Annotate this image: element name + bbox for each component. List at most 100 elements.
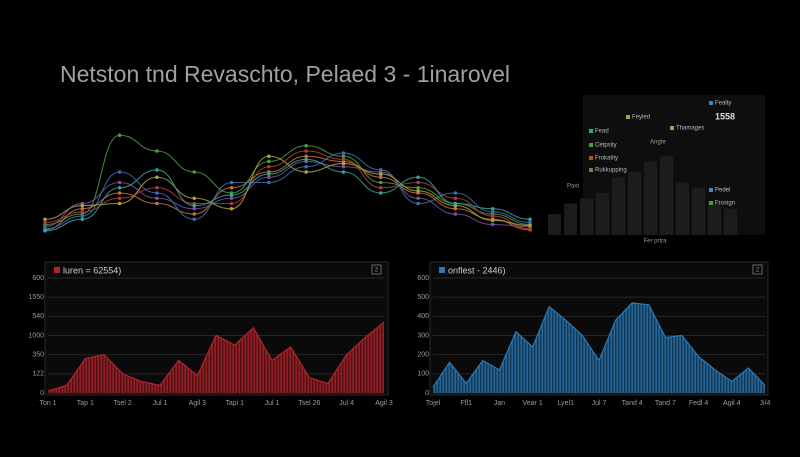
bar (644, 161, 657, 235)
point (267, 175, 271, 180)
point (267, 172, 271, 176)
legend-swatch (589, 156, 593, 160)
panel (583, 95, 765, 235)
bar (708, 203, 721, 235)
legend-swatch (709, 201, 713, 205)
point (229, 196, 234, 201)
point (117, 191, 122, 195)
point (229, 193, 234, 197)
point (528, 223, 532, 228)
point (304, 170, 308, 174)
point (304, 154, 308, 159)
x-tick-label: Fedl 4 (689, 400, 709, 407)
bar (596, 193, 609, 235)
x-tick-label: Agil 3 (189, 400, 207, 407)
x-axis-label: Fer prtra (643, 239, 667, 245)
x-tick-label: Vear 1 (522, 400, 542, 407)
y-tick-label: 1550 (28, 294, 44, 301)
point (80, 214, 85, 218)
legend-label: Fealty (715, 101, 731, 107)
point (80, 206, 85, 211)
legend-swatch (589, 143, 593, 147)
point (117, 180, 122, 185)
bar (660, 156, 673, 235)
annotation: 1558 (715, 111, 735, 121)
point (304, 164, 308, 169)
badge: 2 (756, 268, 760, 274)
point (192, 217, 197, 222)
point (453, 201, 458, 206)
point (528, 220, 532, 225)
y-tick-label: 500 (417, 294, 429, 301)
point (267, 159, 271, 164)
point (453, 196, 458, 201)
bar (580, 198, 593, 235)
point (155, 185, 159, 190)
x-tick-label: Tapi 1 (225, 400, 244, 407)
y-tick-label: 400 (417, 313, 429, 320)
y-tick-label: 122 (32, 371, 44, 378)
legend-swatch (54, 267, 60, 273)
area-hatch (48, 322, 384, 393)
point (453, 206, 458, 211)
point (267, 164, 271, 169)
x-tick-label: Agil 4 (723, 400, 741, 407)
point (378, 175, 383, 180)
point (155, 191, 159, 195)
point (192, 196, 197, 201)
point (267, 180, 271, 185)
x-tick-label: Jul 7 (592, 400, 607, 407)
page-title: Netston tnd Revaschto, Pelaed 3 - 1inaro… (60, 61, 510, 87)
point (155, 149, 159, 153)
point (416, 180, 420, 185)
point (155, 175, 159, 180)
x-tick-label: Jan (494, 400, 505, 407)
point (117, 201, 122, 206)
x-tick-label: Ji/4 (760, 400, 771, 407)
point (453, 191, 458, 195)
point (117, 133, 122, 138)
point (43, 220, 47, 225)
legend-label: Fead (595, 129, 609, 135)
point (416, 185, 420, 190)
x-tick-label: Agil 3 (375, 400, 393, 407)
area-line (47, 321, 385, 392)
point (341, 161, 346, 166)
point (490, 214, 495, 218)
badge-box (371, 264, 382, 275)
x-tick-label: Ffl1 (460, 400, 472, 407)
point (229, 180, 234, 185)
point (490, 218, 495, 223)
bar (564, 203, 577, 235)
y-tick-label: 350 (32, 352, 44, 359)
point (528, 217, 532, 222)
legend-swatch (709, 188, 713, 192)
point (155, 168, 159, 172)
point (341, 170, 346, 174)
legend-swatch (439, 267, 445, 273)
x-tick-label: Tsel 2 (114, 400, 132, 407)
point (117, 170, 122, 174)
point (304, 149, 308, 153)
legend-label: Frokatity (595, 156, 618, 162)
legend-label: Pedel (715, 188, 730, 194)
point (117, 185, 122, 190)
point (490, 210, 495, 214)
point (229, 185, 234, 190)
series-line (44, 160, 531, 228)
y-tick-label: 600 (32, 275, 44, 282)
x-tick-label: Lyel1 (558, 400, 575, 407)
annotation: Paxt (567, 184, 579, 190)
point (80, 210, 85, 214)
point (416, 201, 420, 206)
point (43, 229, 47, 233)
point (378, 185, 383, 190)
x-tick-label: Jul 1 (265, 400, 280, 407)
legend-label: Thamages (676, 126, 704, 132)
point (453, 212, 458, 216)
point (192, 170, 197, 174)
x-tick-label: Ton 1 (39, 400, 56, 407)
y-tick-label: 0 (425, 390, 429, 397)
point (304, 157, 308, 162)
